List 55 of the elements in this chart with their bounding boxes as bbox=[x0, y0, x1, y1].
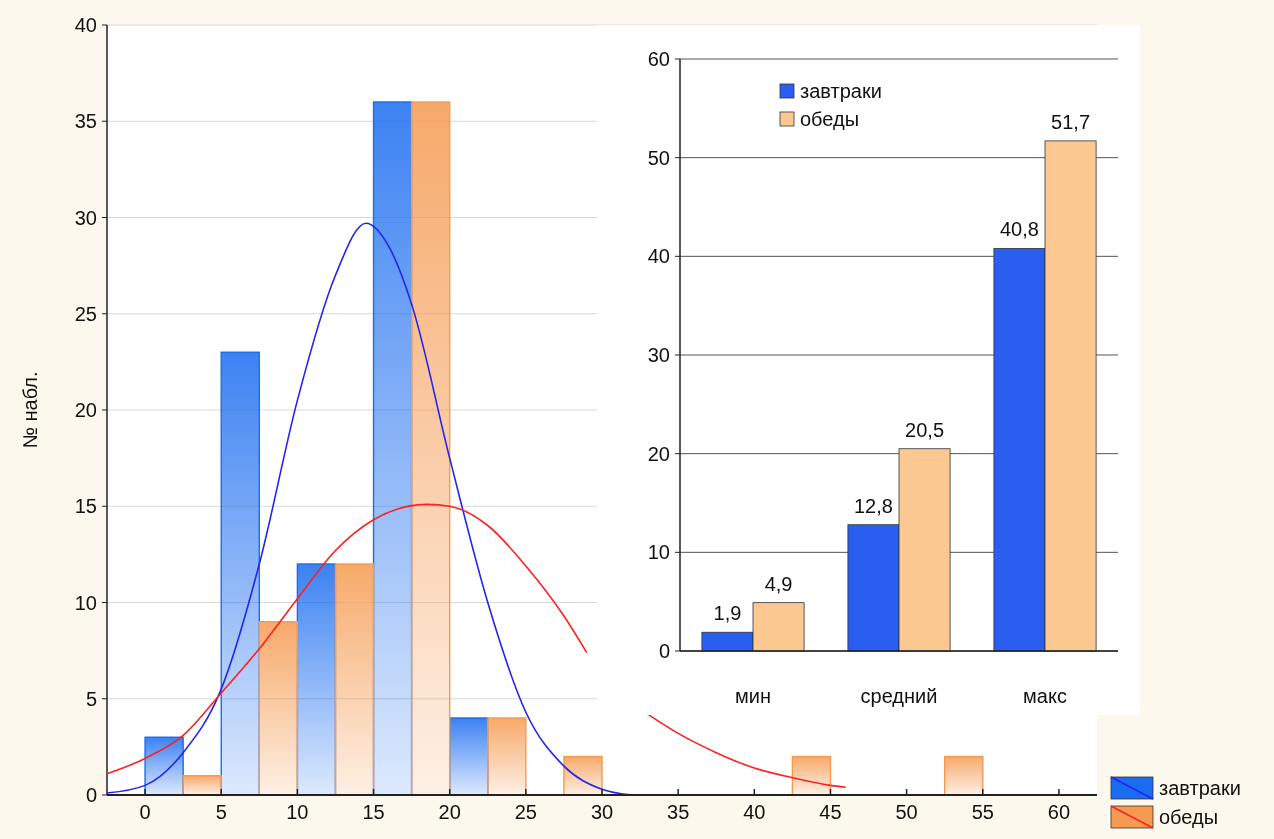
y-tick-label: 60 bbox=[647, 48, 670, 70]
y-tick-label: 0 bbox=[658, 640, 670, 662]
x-tick-label: макс bbox=[1023, 685, 1067, 707]
x-tick-label: 45 bbox=[819, 801, 842, 823]
bar bbox=[410, 101, 451, 796]
bar bbox=[487, 717, 527, 796]
y-tick-label: 25 bbox=[74, 302, 97, 325]
x-tick-label: 0 bbox=[139, 801, 151, 823]
data-label: 4,9 bbox=[764, 572, 793, 595]
x-tick-label: 60 bbox=[1047, 801, 1071, 823]
legend-label: обеды bbox=[800, 108, 860, 130]
legend-label: обеды bbox=[1159, 806, 1219, 828]
data-label: 40,8 bbox=[999, 218, 1039, 241]
bar bbox=[791, 755, 832, 796]
bar bbox=[943, 755, 984, 796]
y-axis-title: № набл. bbox=[19, 371, 41, 449]
bar bbox=[448, 717, 489, 796]
x-tick-label: 55 bbox=[971, 801, 994, 823]
data-label: 1,9 bbox=[713, 602, 742, 625]
y-tick-label: 40 bbox=[647, 245, 670, 268]
y-tick-label: 15 bbox=[74, 495, 97, 518]
bar bbox=[144, 736, 184, 796]
bar bbox=[563, 755, 603, 796]
data-label: 51,7 bbox=[1051, 110, 1091, 133]
bar bbox=[334, 563, 375, 796]
x-tick-label: 25 bbox=[514, 801, 537, 823]
x-tick-label: 35 bbox=[667, 801, 690, 823]
y-tick-label: 10 bbox=[74, 591, 97, 614]
y-tick-label: 50 bbox=[647, 146, 670, 169]
x-tick-label: 50 bbox=[895, 801, 918, 823]
y-tick-label: 0 bbox=[85, 784, 97, 806]
bar bbox=[220, 351, 261, 796]
data-label: 20,5 bbox=[905, 418, 945, 441]
x-tick-label: 10 bbox=[286, 801, 309, 823]
y-tick-label: 40 bbox=[74, 14, 97, 36]
x-tick-label: 5 bbox=[215, 801, 227, 823]
legend-label: завтраки bbox=[1159, 777, 1241, 799]
bar bbox=[372, 101, 413, 796]
x-tick-label: 15 bbox=[362, 801, 385, 823]
legend-label: завтраки bbox=[800, 80, 882, 102]
bar bbox=[258, 621, 299, 796]
x-tick-label: мин bbox=[735, 685, 771, 707]
x-tick-label: 30 bbox=[590, 801, 614, 823]
x-tick-label: 40 bbox=[743, 801, 766, 823]
x-tick-label: 20 bbox=[438, 801, 461, 823]
x-tick-label: средний bbox=[860, 685, 938, 707]
y-tick-label: 20 bbox=[647, 442, 670, 465]
y-tick-label: 30 bbox=[647, 344, 670, 366]
bar bbox=[296, 563, 337, 796]
bar bbox=[182, 775, 222, 796]
y-tick-label: 10 bbox=[647, 541, 670, 564]
y-tick-label: 35 bbox=[74, 110, 97, 133]
y-tick-label: 30 bbox=[74, 206, 97, 229]
y-tick-label: 20 bbox=[74, 399, 97, 421]
data-label: 12,8 bbox=[853, 494, 893, 517]
